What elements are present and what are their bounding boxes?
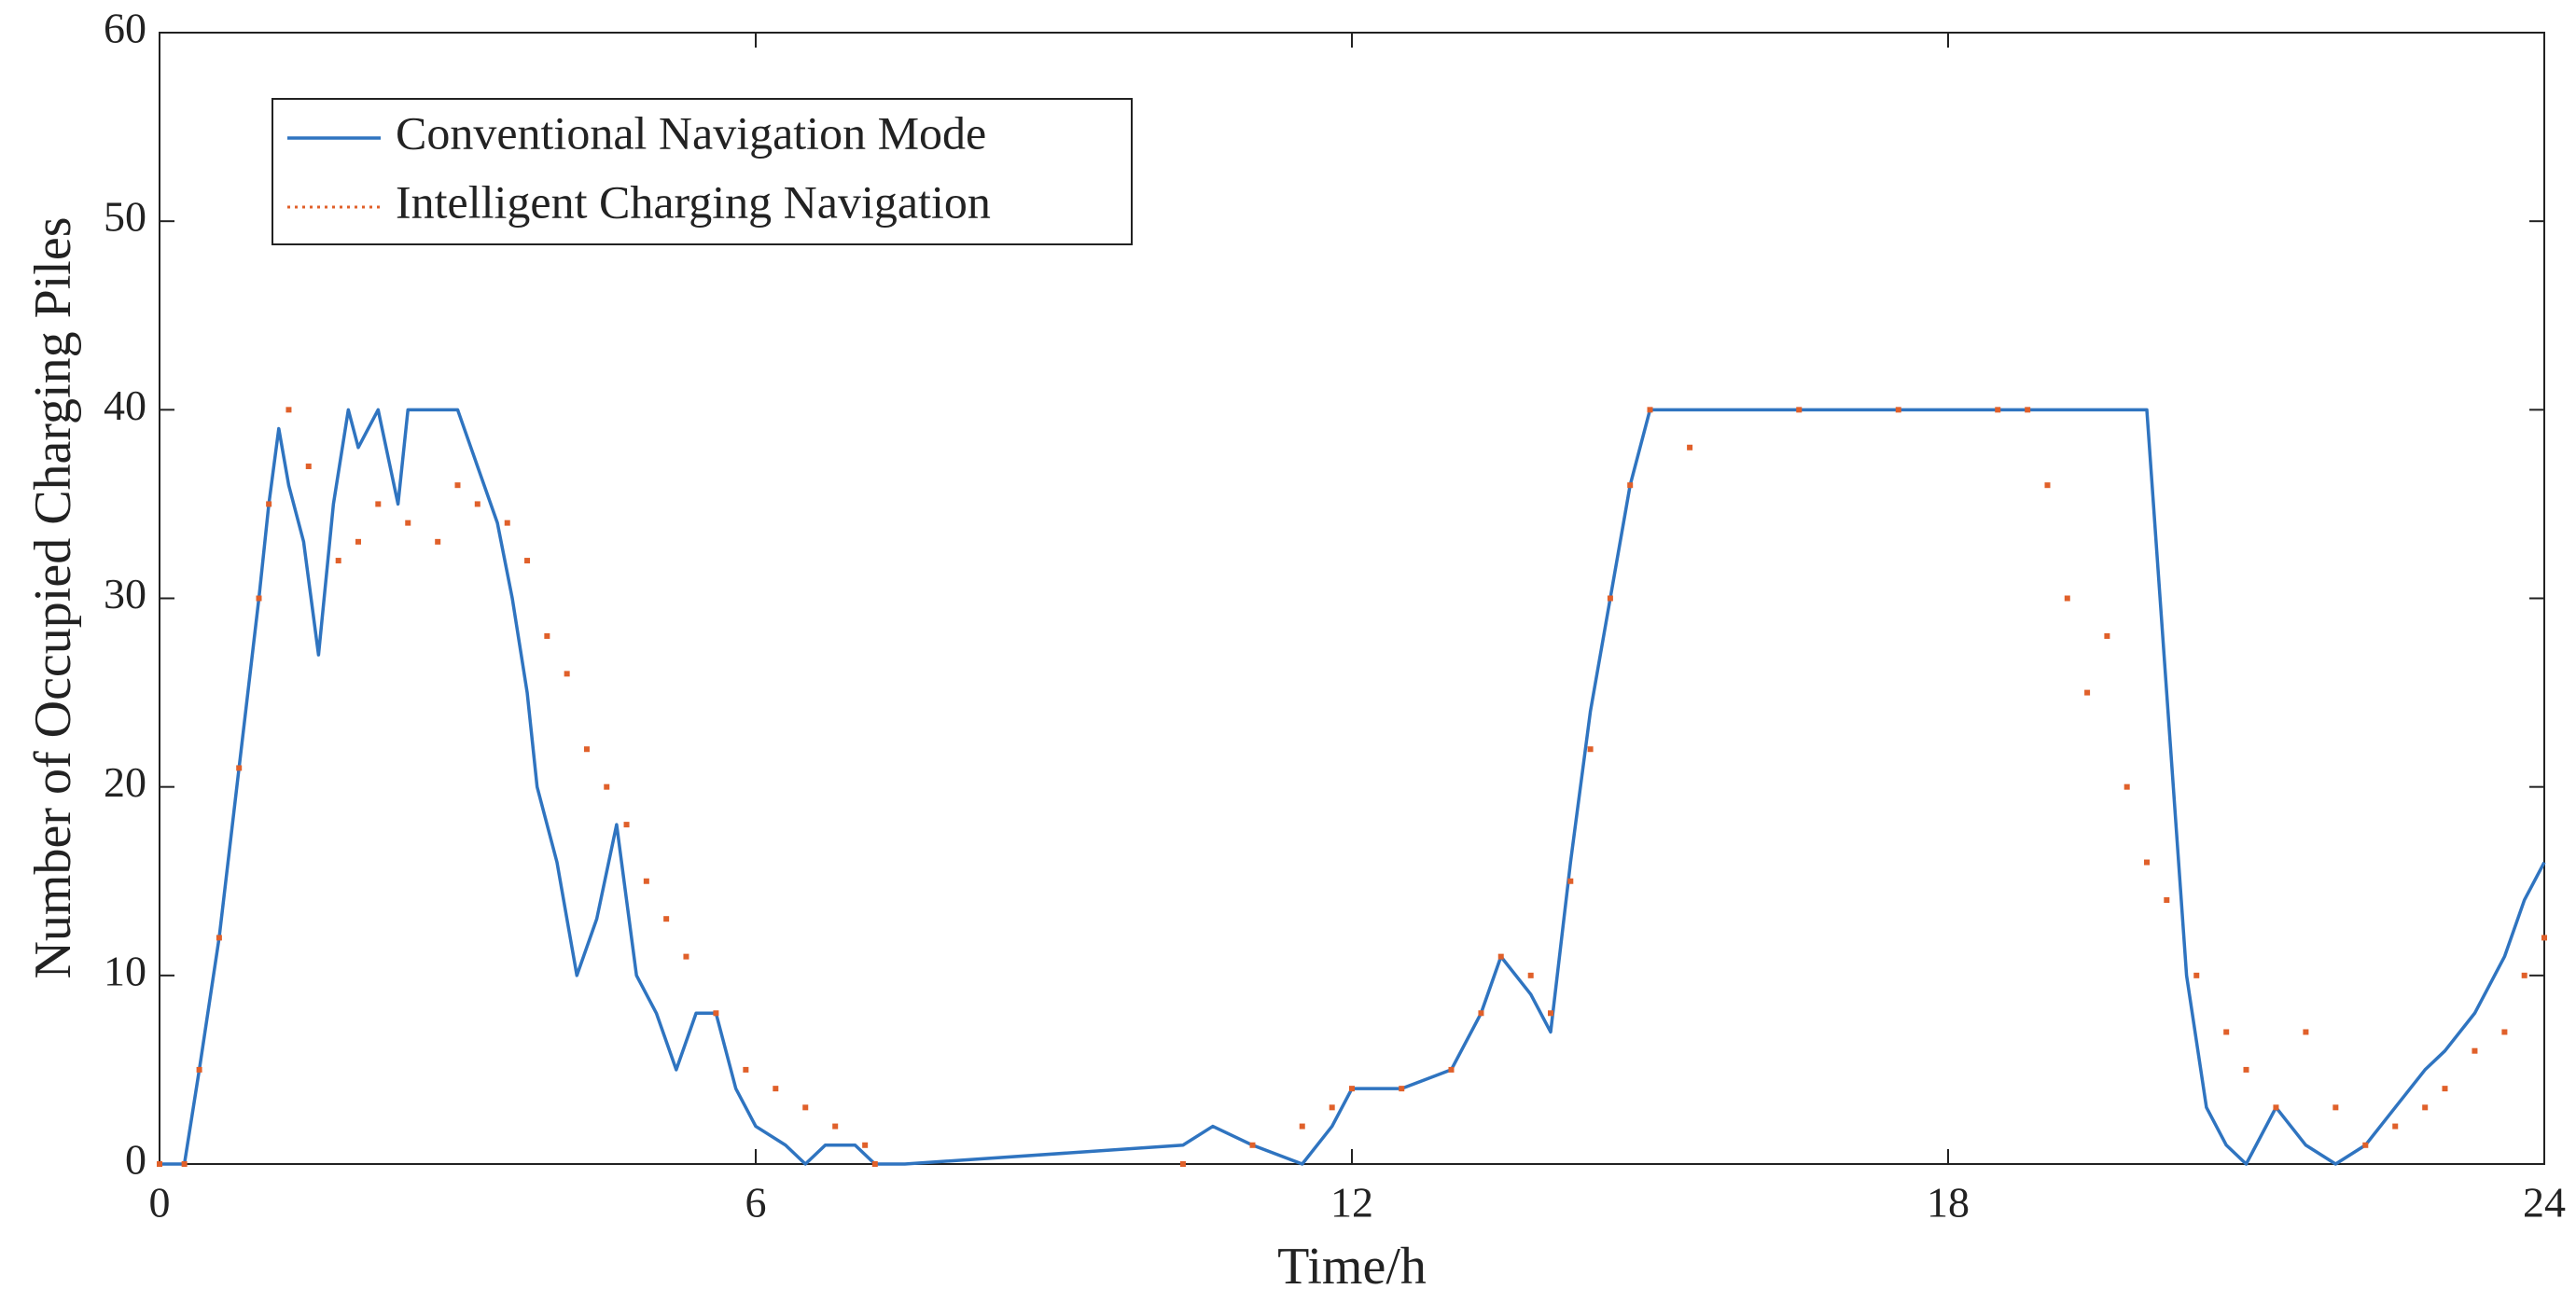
data-point [2064,595,2070,602]
data-point [2362,1142,2369,1148]
data-point [157,1161,162,1167]
data-point [355,538,361,545]
y-tick-label: 60 [104,5,146,52]
data-point [454,482,461,489]
y-tick-label: 30 [104,570,146,617]
data-point [236,765,243,771]
data-point [2521,972,2527,978]
data-point [583,746,590,753]
legend-box [272,98,1133,245]
x-tick-label: 0 [149,1179,171,1227]
data-point [683,953,689,960]
data-point [335,558,341,564]
data-point [435,538,441,545]
data-point [1249,1142,1256,1148]
data-point [1587,746,1594,753]
data-point [524,558,531,564]
data-point [663,916,670,922]
data-point [1349,1086,1355,1092]
data-point [2273,1104,2279,1111]
legend-label: Conventional Navigation Mode [396,106,986,159]
data-point [2392,1123,2399,1130]
data-point [266,501,272,507]
data-point [643,878,649,884]
x-tick-label: 6 [745,1179,767,1227]
data-point [1478,1010,1484,1017]
data-point [2442,1086,2448,1092]
data-point [2144,859,2150,866]
data-point [1567,878,1574,884]
data-point [504,520,510,526]
y-tick-label: 50 [104,193,146,241]
data-point [743,1066,749,1073]
data-point [1329,1104,1335,1111]
data-point [2501,1029,2508,1035]
data-point [375,501,382,507]
legend-label: Intelligent Charging Navigation [396,175,991,228]
data-point [802,1104,809,1111]
data-point [623,822,630,828]
data-point [305,463,312,469]
data-point [1607,595,1613,602]
data-point [1796,407,1803,413]
data-point [2541,935,2547,941]
data-point [2193,972,2200,978]
data-point [2044,482,2051,489]
data-point [2025,407,2031,413]
data-point [1895,407,1901,413]
y-axis-label: Number of Occupied Charging Piles [24,216,82,978]
data-point [2472,1047,2478,1054]
x-tick-label: 18 [1927,1179,1970,1227]
x-tick-label: 24 [2523,1179,2566,1227]
data-point [1497,953,1504,960]
data-point [832,1123,839,1130]
x-axis-label: Time/h [1277,1238,1427,1296]
data-point [216,935,222,941]
data-point [871,1161,878,1167]
data-point [405,520,411,526]
data-point [2422,1104,2429,1111]
data-point [2332,1104,2339,1111]
data-point [544,632,550,639]
data-point [1995,407,2001,413]
data-point [1299,1123,1305,1130]
data-point [2303,1029,2309,1035]
data-point [1448,1066,1455,1073]
data-point [2123,783,2130,790]
series-line [160,408,2546,1166]
data-point [713,1010,719,1017]
data-point [474,501,480,507]
y-tick-label: 0 [125,1136,146,1184]
y-tick-label: 10 [104,947,146,994]
data-point [1647,407,1653,413]
data-point [1527,972,1534,978]
data-point [256,595,262,602]
y-tick-label: 20 [104,758,146,806]
data-point [564,671,570,677]
data-point [773,1086,779,1092]
data-point [285,407,292,413]
y-tick-label: 40 [104,381,146,429]
data-point [1627,482,1634,489]
data-point [2223,1029,2230,1035]
data-point [2164,896,2170,903]
data-point [2084,689,2091,696]
data-point [1179,1161,1186,1167]
data-point [1548,1010,1553,1017]
data-point [2104,632,2110,639]
data-point [862,1142,869,1148]
data-point [181,1161,188,1167]
data-point [1687,444,1693,451]
data-point [2243,1066,2249,1073]
x-tick-label: 12 [1330,1179,1373,1227]
data-point [196,1066,202,1073]
data-point [1399,1086,1405,1092]
data-point [604,783,610,790]
